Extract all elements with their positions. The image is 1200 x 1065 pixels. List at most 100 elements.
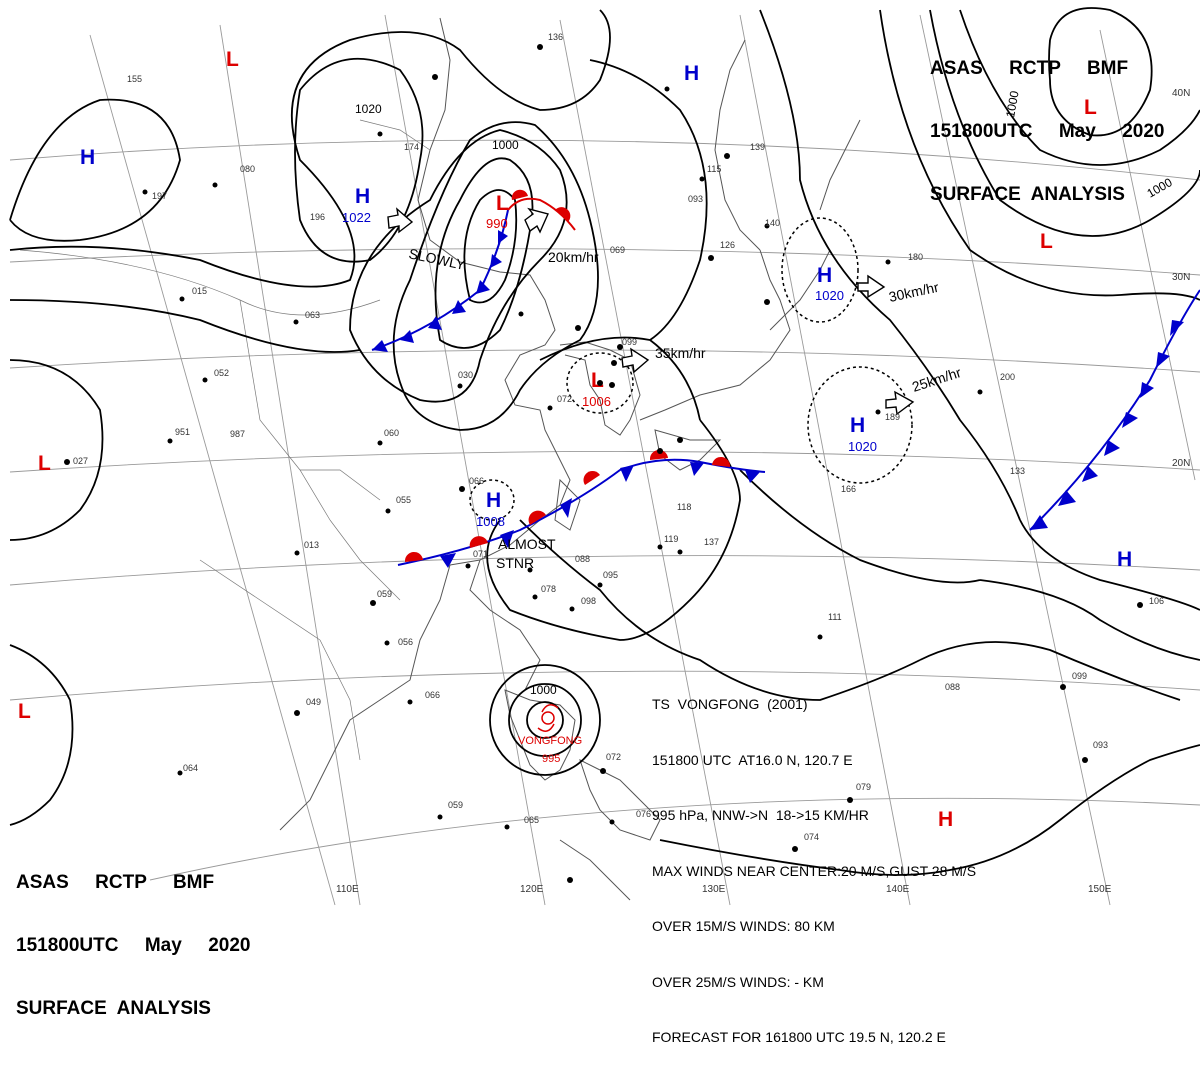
station-value: 088	[575, 554, 590, 564]
station-value: 056	[398, 637, 413, 647]
station-value: 106	[1149, 596, 1164, 606]
station-value: 126	[720, 240, 735, 250]
station-value: 065	[524, 815, 539, 825]
high-center: H	[684, 62, 699, 85]
motion-label: 20km/hr	[548, 249, 599, 265]
station-value: 196	[310, 212, 325, 222]
station-value: 080	[240, 164, 255, 174]
storm-info-line: MAX WINDS NEAR CENTER:20 M/S,GUST 28 M/S	[652, 862, 977, 879]
station-value: 987	[230, 429, 245, 439]
header-line: 151800UTC May 2020	[16, 935, 251, 956]
center-value: 1022	[342, 210, 371, 225]
high-center-east: H	[1117, 548, 1132, 571]
low-center: H	[938, 808, 953, 831]
storm-info-line: TS VONGFONG (2001)	[652, 696, 808, 712]
center-value: 1020	[848, 439, 877, 454]
map-header-top: ASAS RCTP BMF 151800UTC May 2020 SURFACE…	[930, 16, 1164, 226]
header-line: ASAS RCTP BMF	[930, 58, 1129, 79]
station-value: 088	[945, 682, 960, 692]
motion-label: 35km/hr	[655, 345, 706, 361]
dashed-isobars	[469, 217, 913, 521]
center-value: 1008	[476, 514, 505, 529]
stations	[64, 44, 1143, 883]
station-value: 030	[458, 370, 473, 380]
coastlines	[279, 17, 861, 901]
lon-label: 150E	[1088, 884, 1112, 895]
pressure-centers: H H L H H L H H L L L L L H H	[18, 48, 1097, 831]
center-value: 990	[486, 216, 508, 231]
extra-high: H	[1117, 548, 1132, 571]
weather-map: 1020 1000 1000 1000 1000 H H L H H L H H…	[9, 7, 1200, 906]
station-value: 074	[804, 832, 819, 842]
station-value: 049	[306, 697, 321, 707]
low-center: L	[1084, 96, 1097, 119]
station-value: 093	[1093, 740, 1108, 750]
motion-label: STNR	[496, 555, 534, 571]
typhoon-name: VONGFONG	[518, 735, 582, 747]
header-line: SURFACE ANALYSIS	[930, 184, 1125, 205]
station-value: 055	[396, 495, 411, 505]
header-line: ASAS RCTP BMF	[16, 872, 215, 893]
low-center: L	[1040, 230, 1053, 253]
grid-labels: 110E 120E 130E 140E 150E 40N 30N 20N	[336, 88, 1190, 895]
station-value: 099	[1072, 671, 1087, 681]
station-value: 189	[885, 412, 900, 422]
low-center: L	[38, 452, 51, 475]
station-value: 013	[304, 540, 319, 550]
station-value: 093	[688, 194, 703, 204]
station-value: 197	[152, 191, 167, 201]
cold-fronts	[371, 209, 1200, 531]
storm-info-block: TS VONGFONG (2001) 151800 UTC AT16.0 N, …	[652, 658, 976, 1065]
station-value: 200	[1000, 372, 1015, 382]
station-value: 951	[175, 427, 190, 437]
station-values: 136 155 197 080 174 196 015 063 052 030 …	[73, 32, 1164, 842]
station-value: 076	[636, 809, 651, 819]
center-value: 1006	[582, 394, 611, 409]
station-value: 118	[677, 502, 691, 512]
station-value: 137	[704, 537, 719, 547]
high-center: H	[355, 185, 370, 208]
storm-info-line: 995 hPa, NNW->N 18->15 KM/HR	[652, 807, 869, 823]
isobars	[9, 7, 1200, 876]
station-value: 059	[377, 589, 392, 599]
station-value: 071	[473, 549, 488, 559]
station-value: 063	[305, 310, 320, 320]
station-value: 180	[908, 252, 923, 262]
motion-arrows	[387, 207, 915, 416]
map-header-bottom: ASAS RCTP BMF 151800UTC May 2020 SURFACE…	[16, 830, 250, 1040]
low-center: L	[496, 192, 509, 215]
high-center: H	[850, 414, 865, 437]
station-value: 119	[664, 534, 678, 544]
motion-label: ALMOST	[498, 536, 556, 552]
storm-info-line: FORECAST FOR 161800 UTC 19.5 N, 120.2 E	[652, 1029, 946, 1045]
station-value: 059	[448, 800, 463, 810]
borders	[19, 119, 431, 761]
low-center: L	[591, 369, 604, 392]
low-center: L	[18, 700, 31, 723]
station-value: 066	[469, 476, 484, 486]
occluded-front	[507, 189, 576, 231]
center-value: 1020	[815, 288, 844, 303]
high-center: H	[817, 264, 832, 287]
station-value: 155	[127, 74, 142, 84]
high-center: H	[486, 489, 501, 512]
station-value: 136	[548, 32, 563, 42]
station-value: 166	[841, 484, 856, 494]
station-value: 027	[73, 456, 88, 466]
station-value: 072	[557, 394, 572, 404]
center-values: 1022 990 1020 1006 1020 1008	[342, 210, 877, 529]
station-value: 098	[581, 596, 596, 606]
lon-label: 120E	[520, 884, 544, 895]
isobar-label: 1020	[355, 102, 382, 116]
stationary-front	[397, 449, 766, 568]
lon-label: 140E	[886, 884, 910, 895]
typhoon-pressure: 995	[542, 753, 560, 765]
isobar-label: 1000	[530, 683, 557, 697]
header-line: 151800UTC May 2020	[930, 121, 1165, 142]
station-value: 072	[606, 752, 621, 762]
station-value: 133	[1010, 466, 1025, 476]
station-value: 060	[384, 428, 399, 438]
lon-label: 130E	[702, 884, 726, 895]
lat-label: 30N	[1172, 272, 1190, 283]
station-value: 064	[183, 763, 198, 773]
